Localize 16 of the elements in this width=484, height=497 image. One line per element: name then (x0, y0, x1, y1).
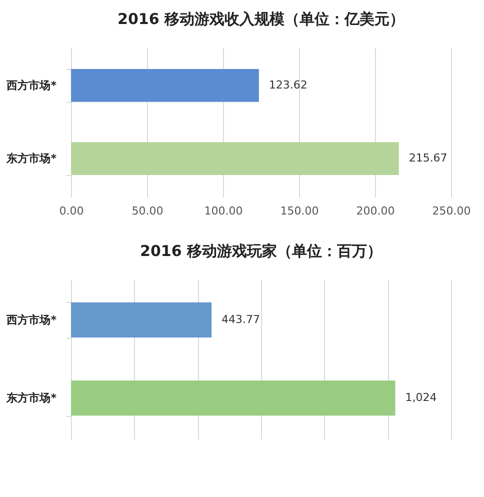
y-tick-label: 西方市场* (6, 78, 57, 92)
data-label: 123.62 (268, 78, 308, 92)
y-tick-label: 西方市场* (6, 313, 57, 326)
data-label: 215.67 (408, 152, 448, 165)
x-tick-label: 200.00 (356, 204, 395, 218)
x-tick-label: 0.00 (59, 204, 84, 218)
chart-title: 2016 移动游戏玩家（单位：百万） (140, 242, 382, 260)
y-tick-label: 东方市场* (6, 392, 57, 405)
x-tick-label: 50.00 (132, 204, 164, 218)
x-tick-label: 150.00 (280, 204, 319, 218)
x-tick-label: 100.00 (204, 204, 243, 218)
data-label: 443.77 (222, 312, 260, 326)
data-label: 1,024 (405, 391, 437, 404)
chart-title: 2016 移动游戏收入规模（单位：亿美元） (118, 10, 404, 28)
x-tick-label: 250.00 (432, 204, 471, 218)
y-tick-label: 东方市场* (6, 152, 57, 166)
